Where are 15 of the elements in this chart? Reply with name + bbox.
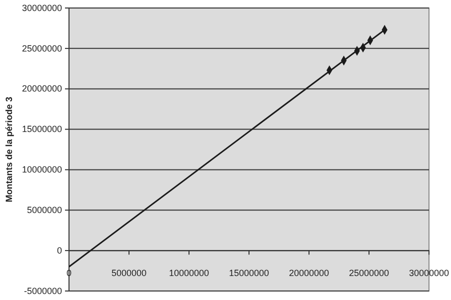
x-tick-label: 30000000 bbox=[408, 268, 450, 278]
x-tick-label: 10000000 bbox=[168, 268, 210, 278]
x-tick-label: 15000000 bbox=[228, 268, 270, 278]
x-tick-label: 20000000 bbox=[288, 268, 330, 278]
y-tick-label: 20000000 bbox=[22, 84, 62, 94]
y-tick-label: 25000000 bbox=[22, 43, 62, 54]
y-axis-title: Montants de la période 3 bbox=[4, 96, 14, 202]
x-tick-label: 5000000 bbox=[111, 268, 147, 278]
y-tick-label: 0 bbox=[56, 245, 62, 256]
y-tick-label: 10000000 bbox=[22, 164, 62, 175]
y-tick-label: -5000000 bbox=[24, 286, 62, 296]
x-tick-label: 25000000 bbox=[348, 268, 390, 278]
y-tick-label: 5000000 bbox=[26, 205, 62, 216]
y-tick-label: 30000000 bbox=[22, 2, 62, 13]
y-tick-label: 15000000 bbox=[22, 124, 62, 134]
